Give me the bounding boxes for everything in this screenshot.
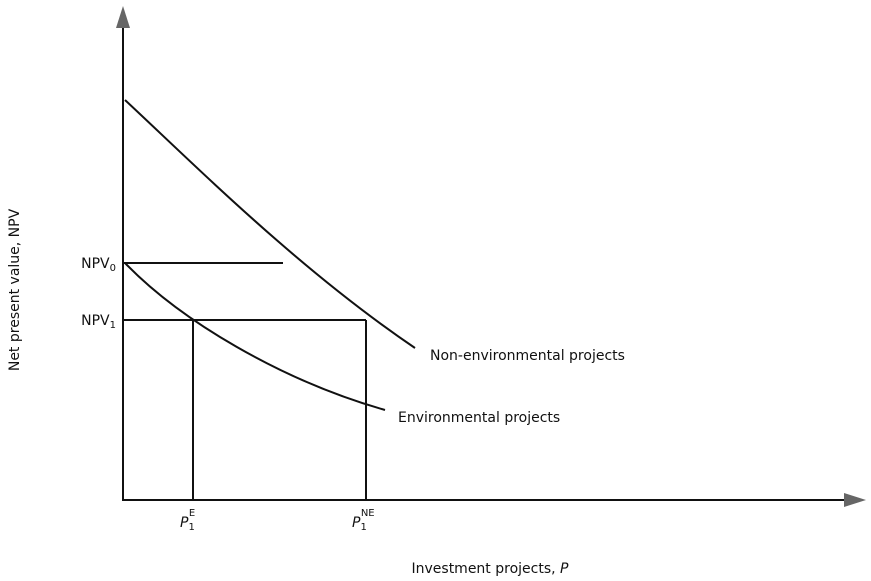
y-tick-label: NPV0 — [81, 256, 116, 274]
x-tick-label: P1E — [180, 508, 195, 533]
curve-label: Environmental projects — [398, 410, 560, 426]
x-tick-label: P1NE — [352, 508, 375, 533]
y-arrow — [116, 6, 130, 28]
non-environmental-curve — [124, 99, 416, 349]
y-axis-label: Net present value, NPV — [7, 208, 23, 371]
x-arrow — [844, 493, 866, 507]
y-tick-label: NPV1 — [81, 313, 116, 331]
x-axis-label: Investment projects, P — [412, 561, 570, 577]
environmental-curve — [124, 262, 386, 411]
curve-label: Non-environmental projects — [430, 348, 625, 364]
